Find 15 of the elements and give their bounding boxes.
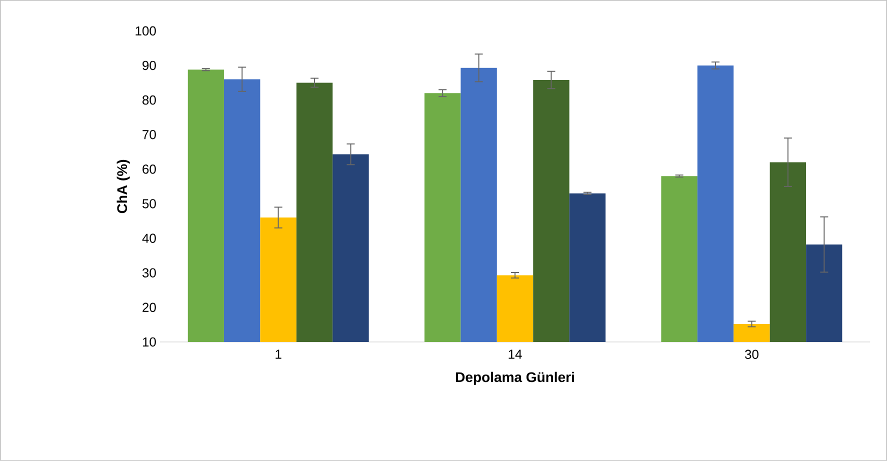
x-tick-label: 30 bbox=[745, 350, 758, 360]
x-tick-label: 14 bbox=[508, 350, 522, 359]
y-axis-title: ChA (%) bbox=[116, 160, 130, 214]
x-axis-title: Depolama Günleri bbox=[456, 372, 574, 385]
y-tick-label: 40 bbox=[142, 234, 156, 243]
x-tick-label: 1 bbox=[276, 350, 282, 359]
y-tick-label: 50 bbox=[142, 199, 156, 208]
y-tick-label: 20 bbox=[142, 302, 156, 312]
y-tick-label: 80 bbox=[142, 95, 156, 105]
y-tick-label: 100 bbox=[136, 26, 156, 36]
y-tick-label: 30 bbox=[142, 268, 156, 278]
y-tick-label: 90 bbox=[142, 60, 156, 70]
y-tick-label: 60 bbox=[142, 164, 156, 174]
y-tick-label: 70 bbox=[142, 130, 156, 140]
y-tick-label: 10 bbox=[142, 337, 156, 347]
